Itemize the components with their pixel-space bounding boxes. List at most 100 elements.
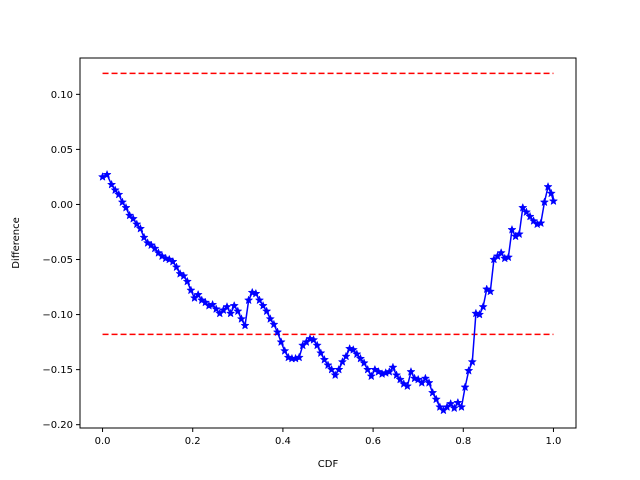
y-tick-label: −0.10 [42,310,73,321]
data-point [546,188,556,198]
x-tick-label: 0.2 [185,436,201,447]
data-point [175,268,185,278]
data-point [251,288,261,298]
data-point [467,357,477,366]
data-point [197,295,207,305]
data-point [456,402,467,412]
data-point [474,309,485,319]
data-point [186,285,196,295]
data-point [294,352,304,362]
y-tick-label: 0.00 [51,200,73,211]
data-point [179,271,189,280]
y-axis: 0.10 0.05 0.00 −0.05 −0.10 −0.15 −0.20 [42,90,80,431]
data-point [102,169,112,179]
data-point [482,284,492,294]
data-point [236,314,247,323]
data-point [464,365,474,375]
data-point [222,301,232,311]
data-point [272,327,283,337]
data-point [355,353,366,363]
x-tick-label: 0.4 [275,436,291,447]
data-point [337,357,348,366]
data-point [388,362,398,372]
data-point [431,394,441,404]
data-point [384,366,394,376]
y-tick-label: −0.05 [42,255,73,266]
data-point [150,243,160,253]
data-point [323,360,333,370]
data-point [308,335,319,344]
data-point [211,304,221,314]
data-point [229,300,239,310]
data-point [128,213,138,223]
data-point [536,218,546,228]
data-point [496,248,506,257]
data-point [276,337,286,347]
data-point [330,370,340,380]
data-point [514,229,524,239]
data-point [193,289,203,299]
x-axis: 0.0 0.2 0.4 0.6 0.8 1.0 [95,428,562,447]
data-point [117,197,128,207]
x-tick-label: 0.8 [455,436,471,447]
y-tick-label: −0.15 [42,365,73,376]
data-point [352,349,362,359]
data-point [460,382,470,392]
data-point [269,319,279,329]
data-point [164,254,174,264]
y-tick-label: 0.10 [51,90,73,101]
data-point [262,306,272,316]
data-point [521,207,532,217]
y-tick-label: 0.05 [51,145,73,156]
data-point [258,300,268,310]
data-point [543,181,553,191]
data-point [334,364,344,374]
data-point [106,179,117,189]
data-point [280,346,290,355]
series-layer [97,169,559,415]
data-point [402,381,413,391]
data-point [265,314,275,323]
data-point [391,370,402,380]
data-point [348,344,358,354]
x-tick-label: 0.6 [365,436,381,447]
data-point [135,223,146,233]
plot-frame [79,57,577,429]
data-point [254,295,265,305]
x-axis-label: CDF [318,459,339,470]
data-point [240,320,250,330]
data-point [341,351,351,361]
data-point [110,185,120,195]
data-point [319,354,330,364]
data-point [139,232,149,242]
data-point [373,366,384,376]
data-point [399,379,409,388]
reference-lines [102,72,554,336]
data-point [114,189,124,199]
data-point [168,256,178,266]
data-point [142,238,153,247]
y-axis-label: Difference [11,217,22,269]
data-point [243,295,254,305]
data-point [132,219,142,229]
data-point [503,252,514,262]
data-point [312,340,322,350]
data-point [121,202,131,212]
x-tick-label: 1.0 [546,436,562,447]
data-point [453,397,463,407]
data-point [507,224,517,234]
data-point [395,374,405,384]
data-point [445,398,456,408]
data-point [485,286,495,296]
data-point [370,364,380,374]
data-point [420,373,431,383]
data-point [225,308,236,318]
data-point [316,348,326,358]
data-point [366,371,376,381]
data-point [171,262,182,272]
data-point [548,196,559,206]
data-point [427,387,438,397]
y-tick-label: −0.20 [42,420,73,431]
data-point [406,366,416,376]
